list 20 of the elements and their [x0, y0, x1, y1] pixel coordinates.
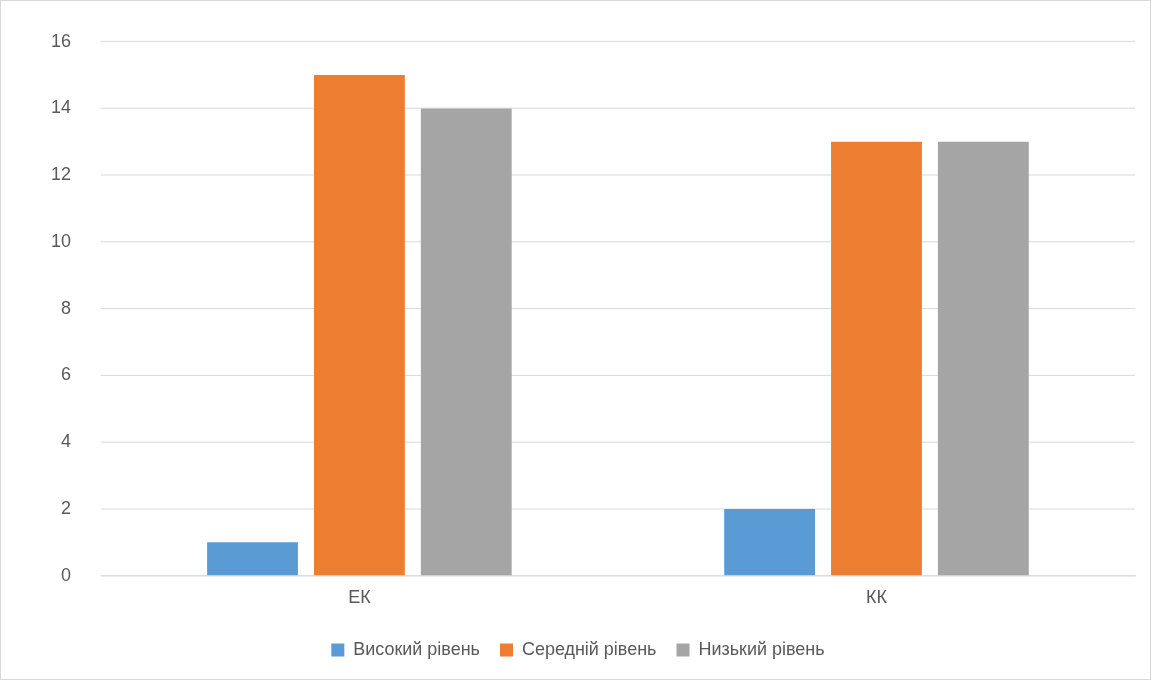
bar [420, 108, 512, 576]
y-tick-label: 12 [50, 164, 71, 185]
legend-label: Середній рівень [521, 639, 657, 660]
bar [937, 141, 1029, 576]
y-tick-label: 4 [60, 431, 71, 452]
y-tick-label: 6 [60, 364, 71, 385]
y-tick-label: 0 [60, 564, 71, 585]
y-tick-label: 8 [60, 297, 71, 318]
y-tick-label: 14 [50, 97, 71, 118]
bar [831, 141, 922, 576]
legend-label: Низький рівень [698, 639, 825, 660]
x-tick-label: ЕК [348, 587, 372, 608]
bar [724, 508, 816, 576]
y-tick-label: 16 [50, 30, 71, 51]
y-tick-label: 10 [50, 230, 71, 251]
x-tick-label: КК [866, 587, 888, 608]
y-tick-label: 2 [60, 497, 71, 518]
bar [313, 75, 405, 576]
legend-label: Високий рівень [353, 639, 480, 660]
bar [207, 542, 298, 576]
